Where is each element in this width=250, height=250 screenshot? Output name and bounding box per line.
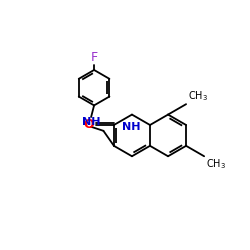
Text: CH$_3$: CH$_3$	[206, 157, 226, 171]
Text: NH: NH	[122, 122, 140, 132]
Text: O: O	[83, 118, 94, 132]
Text: F: F	[90, 51, 98, 64]
Text: NH: NH	[82, 117, 100, 127]
Text: CH$_3$: CH$_3$	[188, 89, 208, 103]
